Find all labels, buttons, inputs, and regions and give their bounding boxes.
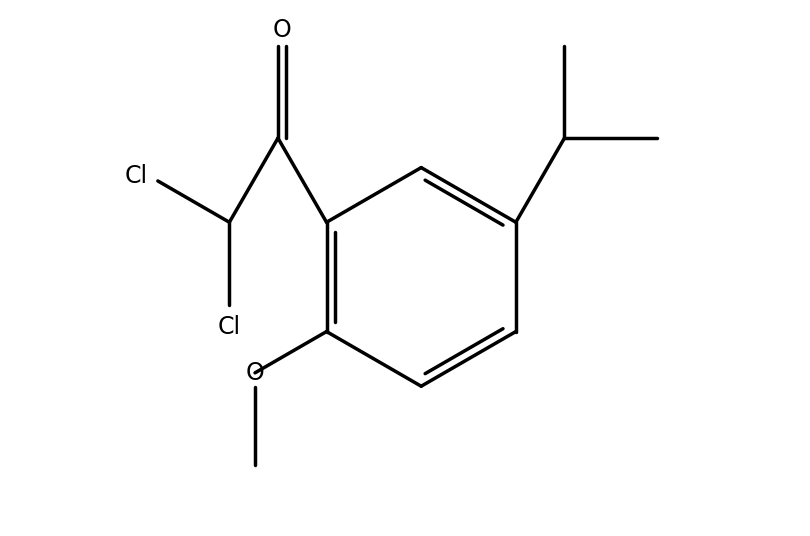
Text: O: O — [245, 361, 264, 385]
Text: Cl: Cl — [125, 164, 148, 188]
Text: Cl: Cl — [218, 315, 241, 339]
Text: O: O — [273, 18, 292, 42]
